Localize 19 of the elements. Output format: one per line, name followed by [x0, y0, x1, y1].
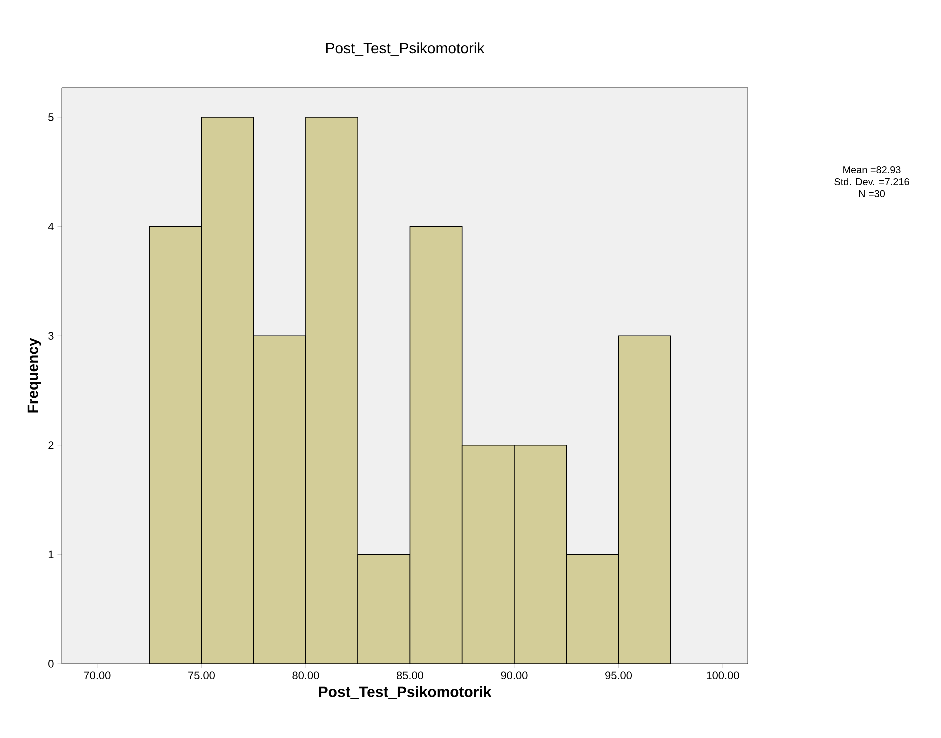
chart-title: Post_Test_Psikomotorik [326, 42, 485, 56]
y-tick-label: 2 [48, 442, 54, 450]
text: Mean =82.93 [844, 166, 901, 174]
x-tick-label: 100.00 [707, 672, 740, 680]
y-tick-label: 5 [48, 114, 54, 122]
x-tick-label: 95.00 [606, 672, 632, 680]
x-axis-title: Post_Test_Psikomotorik [319, 686, 492, 700]
x-tick-label: 80.00 [292, 672, 320, 680]
x-tick-label: 75.00 [188, 672, 215, 680]
y-axis-title: Frequency [28, 338, 42, 413]
x-tick-label: 85.00 [396, 672, 424, 680]
x-tick-label: 90.00 [501, 672, 528, 680]
y-tick-label: 1 [48, 550, 54, 558]
text: N =30 [859, 190, 886, 198]
y-tick-label: 0 [48, 660, 54, 668]
y-tick-label: 4 [48, 223, 54, 231]
y-tick-label: 3 [48, 332, 54, 340]
x-tick-label: 70.00 [84, 672, 111, 680]
text: Std. Dev. =7.216 [834, 178, 910, 186]
